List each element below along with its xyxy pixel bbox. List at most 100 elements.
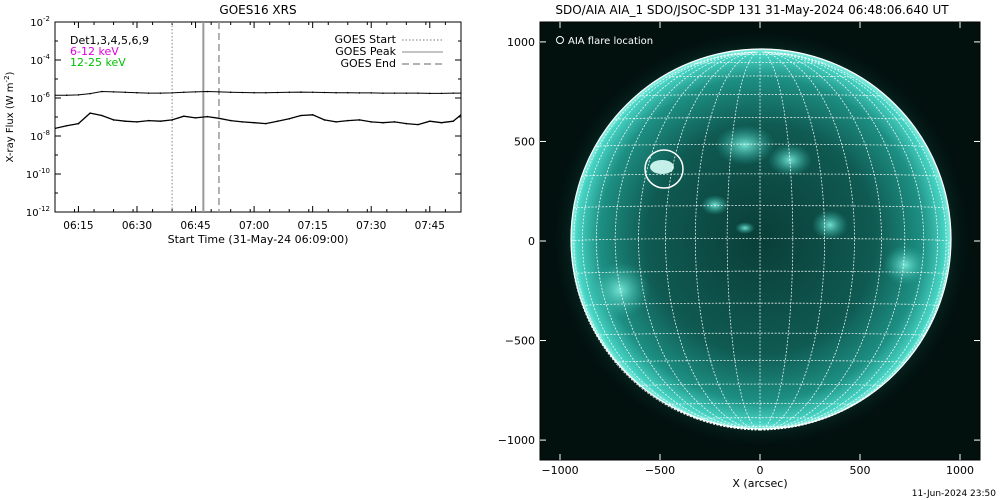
goes-data-point [358,92,361,94]
longitude-line [581,52,761,431]
goes-data-point [346,91,349,94]
legend-goes-end: GOES End [340,57,396,70]
aia-y-tick-label: 0 [528,235,535,248]
goes-data-point [206,115,209,118]
longitude-line [759,51,925,431]
latitude-line [665,402,855,405]
goes-data-point [452,120,454,123]
goes-data-point [218,117,220,120]
y-tick-label: 10-8 [30,129,50,143]
longitude-line [759,51,906,431]
aia-x-tick-label: −500 [645,464,675,477]
goes-data-point [89,112,91,114]
goes-series-line-long [55,90,461,96]
aia-x-axis-label: X (arcsec) [732,477,787,490]
solar-limb [570,48,952,430]
goes-data-point [136,91,138,94]
goes-x-axis: 06:15 06:30 06:45 07:00 07:15 07:30 07:45 [54,22,446,232]
goes-data-point [288,118,291,120]
goes-data-point [393,121,396,123]
active-region [590,262,650,318]
goes-data-point [65,94,68,97]
goes-data-point [393,92,396,94]
goes-data-point [101,114,103,117]
goes-data-point [358,119,361,121]
longitude-line [573,52,761,431]
goes-data-point [323,119,326,121]
goes-data-point [124,120,127,123]
goes-data-point [382,121,384,124]
active-region [701,195,729,215]
goes-data-point [218,91,220,93]
longitude-line [638,51,761,431]
goes-data-point [136,121,138,123]
goes-data-point [183,115,185,118]
active-region [812,210,848,240]
goes-data-point [229,91,232,94]
goes-data-point [405,92,408,94]
longitude-line [614,51,761,431]
longitude-line [759,52,939,431]
goes-data-point [346,119,349,122]
aia-x-tick-label: 1000 [946,464,974,477]
latitude-line [570,238,950,242]
goes-data-point [89,92,91,95]
goes-series-line-short [55,112,461,130]
x-tick-label: 06:30 [122,220,152,232]
goes-data-point [440,121,443,124]
goes-data-point [370,121,373,123]
goes-chart-title: GOES16 XRS [219,3,296,17]
goes-data-point [77,122,80,125]
goes-data-point [77,94,80,96]
channel-label-det: Det1,3,4,5,6,9 [70,34,149,47]
aia-y-tick-label: −500 [505,335,535,348]
goes-data-point [159,92,162,94]
channel-label-6-12kev: 6-12 keV [70,45,119,58]
legend-goes-peak: GOES Peak [335,45,396,58]
longitude-line [665,51,761,431]
goes-data-point [311,91,314,94]
goes-data-point [55,127,56,130]
active-region [735,222,755,234]
goes-data-point [460,92,461,94]
longitude-line [759,52,947,431]
latitude-line [582,173,938,177]
goes-data-point [241,121,244,123]
goes-data-point [194,91,197,93]
goes-data-point [428,120,431,123]
longitude-line [759,51,855,431]
longitude-line [726,51,761,431]
goes-data-point [265,122,267,125]
goes-data-point [300,114,302,117]
aia-axes: −1000 −500 0 500 1000 1000 500 0 −500 −1000 [498,22,980,477]
goes-data-point [288,91,291,94]
goes-data-point [101,90,103,93]
goes-data-point [171,92,173,94]
x-tick-label: 06:15 [63,220,93,232]
goes-data-point [370,92,373,94]
goes-data-point [428,92,431,95]
goes-data-point [65,124,68,127]
goes-y-axis-label: X-ray Flux (W m-2) [3,71,16,162]
goes-data-point [300,91,302,93]
aia-y-tick-label: −1000 [498,434,535,447]
aia-image-title: SDO/AIA AIA_1 SDO/JSOC-SDP 131 31-May-20… [555,3,949,17]
active-region [883,245,927,285]
latitude-line [615,117,905,120]
goes-data-point [417,123,419,126]
aia-y-tick-label: 1000 [507,36,535,49]
goes-data-point [112,119,115,121]
goes-data-point [55,94,56,97]
goes-data-point [206,90,209,93]
goes-data-point [382,92,384,94]
goes-x-axis-label: Start Time (31-May-24 06:09:00) [168,233,349,246]
goes-series-group [55,90,461,130]
y-tick-label: 10-6 [30,91,50,105]
y-tick-label: 10-12 [26,205,50,219]
latitude-line [614,360,906,363]
goes-data-point [417,92,419,94]
goes-data-point [323,91,326,94]
latitude-line [573,205,947,209]
aia-x-tick-label: 500 [850,464,871,477]
